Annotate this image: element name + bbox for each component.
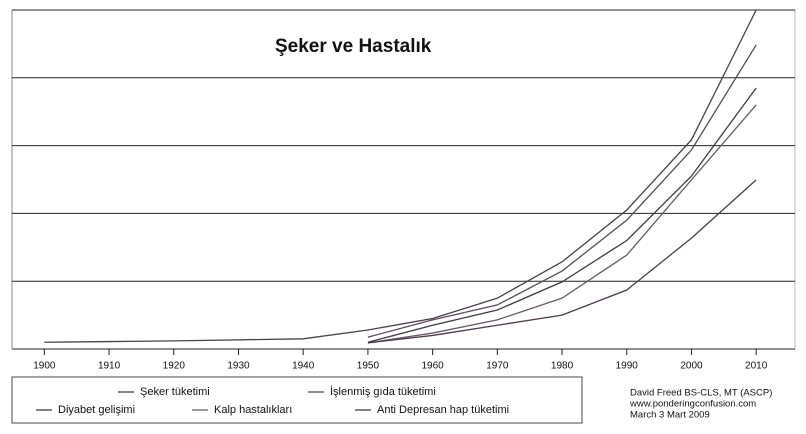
series-line <box>44 9 757 343</box>
legend-label: İşlenmiş gıda tüketimi <box>330 385 436 398</box>
legend-label: Diyabet gelişimi <box>58 404 135 416</box>
x-tick-label: 1940 <box>292 361 315 372</box>
credit-note: David Freed BS-CLS, MT (ASCP) <box>630 388 772 399</box>
legend-label: Kalp hastalıkları <box>214 404 292 416</box>
x-tick-label: 1910 <box>98 361 121 372</box>
x-tick-label: 1950 <box>357 361 380 372</box>
x-tick-label: 1920 <box>163 361 186 372</box>
series-line <box>367 179 757 344</box>
x-tick-label: 1900 <box>33 361 56 372</box>
x-tick-label: 2010 <box>745 361 768 372</box>
series-line <box>367 87 757 343</box>
x-tick-label: 1990 <box>616 361 639 372</box>
legend-label: Şeker tüketimi <box>140 386 210 398</box>
series-line <box>367 44 757 338</box>
legend-box <box>11 376 583 424</box>
chart-title: Şeker ve Hastalık <box>275 36 432 57</box>
credit-note: March 3 Mart 2009 <box>630 410 710 421</box>
series-line <box>367 104 757 344</box>
x-tick-label: 1960 <box>421 361 444 372</box>
x-tick-label: 2000 <box>680 361 703 372</box>
legend-label: Anti Depresan hap tüketimi <box>377 404 509 416</box>
x-tick-label: 1980 <box>551 361 574 372</box>
x-tick-label: 1970 <box>486 361 509 372</box>
x-tick-label: 1930 <box>227 361 250 372</box>
credit-note: www.ponderingconfusion.com <box>629 399 756 410</box>
